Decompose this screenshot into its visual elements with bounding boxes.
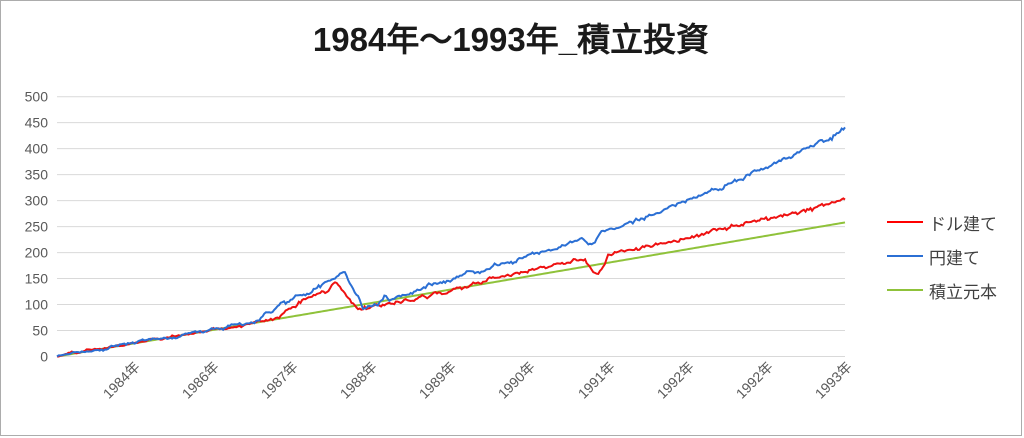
svg-text:50: 50 [32, 323, 48, 339]
svg-text:0: 0 [40, 349, 48, 365]
svg-text:350: 350 [25, 167, 49, 183]
svg-text:100: 100 [25, 297, 49, 313]
svg-text:200: 200 [25, 245, 49, 261]
svg-text:500: 500 [25, 89, 49, 105]
svg-text:400: 400 [25, 141, 49, 157]
svg-text:300: 300 [25, 193, 49, 209]
svg-text:150: 150 [25, 271, 49, 287]
svg-text:250: 250 [25, 219, 49, 235]
svg-text:450: 450 [25, 115, 49, 131]
